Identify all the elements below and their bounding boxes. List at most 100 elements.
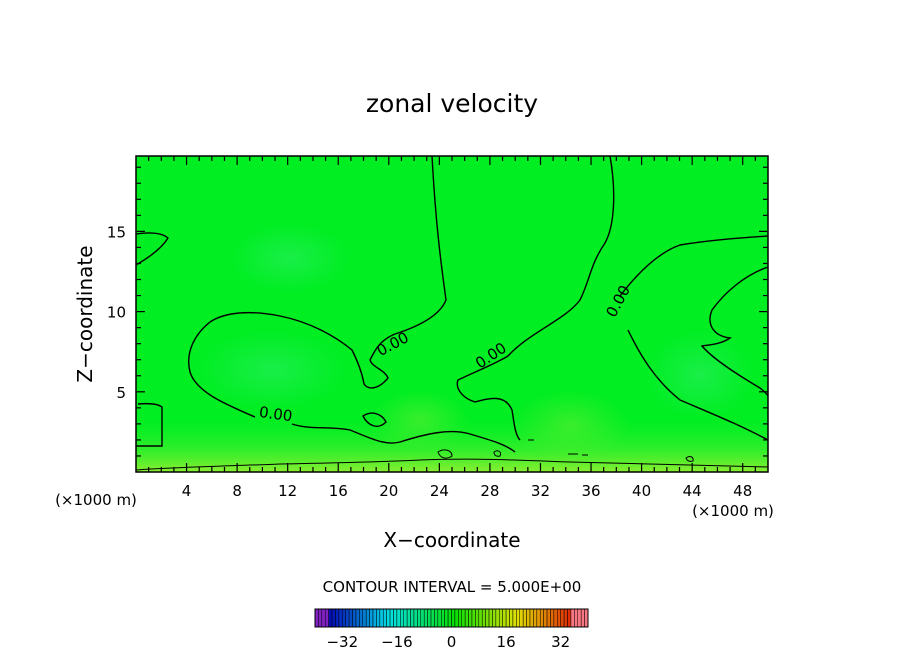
colorbar-labels: −32 −16 0 16 32 — [326, 633, 570, 651]
colorbar-cell — [365, 608, 370, 628]
colorbar-cell — [577, 608, 582, 628]
colorbar-cell — [529, 608, 534, 628]
shade-patch — [230, 223, 350, 293]
contour-line — [291, 423, 516, 453]
colorbar-cell — [318, 608, 323, 628]
colorbar-cell — [420, 608, 425, 628]
contour-line — [188, 321, 256, 418]
contour-line — [685, 456, 694, 462]
colorbar-cell — [324, 608, 329, 628]
colorbar-cell — [574, 608, 579, 628]
colorbar-cell — [522, 608, 527, 628]
colorbar-cell — [372, 608, 377, 628]
y-axis-label: Z−coordinate — [73, 245, 97, 382]
colorbar-cell — [516, 608, 521, 628]
x-unit-right: (×1000 m) — [692, 502, 774, 520]
x-tick-label: 28 — [480, 482, 499, 500]
x-tick-label: 4 — [182, 482, 192, 500]
colorbar-cell — [444, 608, 449, 628]
x-axis-label: X−coordinate — [383, 528, 520, 552]
colorbar-cell — [348, 608, 353, 628]
colorbar-cell — [454, 608, 459, 628]
colorbar-cell — [499, 608, 503, 628]
colorbar-tick-label: −16 — [381, 633, 413, 651]
contour-line — [619, 235, 768, 297]
x-tick-label: 48 — [733, 482, 752, 500]
contour-line — [209, 156, 447, 389]
x-tick-label: 20 — [379, 482, 398, 500]
colorbar-cell — [492, 608, 497, 628]
shade-patch — [197, 330, 347, 410]
y-tick-labels: 5 10 15 — [107, 223, 126, 401]
colorbar-cell — [567, 608, 572, 628]
colorbar-cell — [475, 608, 480, 628]
colorbar-cell — [495, 608, 500, 628]
colorbar-cell — [376, 608, 381, 628]
colorbar-cell — [584, 608, 589, 628]
contour-line — [136, 232, 169, 266]
colorbar-cell — [342, 608, 346, 628]
contour-label: 0.00 — [258, 403, 294, 425]
colorbar-cell — [481, 608, 486, 628]
colorbar-cell — [512, 608, 517, 628]
colorbar-cell — [359, 608, 364, 628]
colorbar-cell — [441, 608, 445, 628]
chart-title: zonal velocity — [366, 89, 538, 118]
colorbar-cell — [403, 608, 408, 628]
contour-line — [456, 355, 521, 441]
colorbar-cell — [464, 608, 469, 628]
x-tick-label: 24 — [430, 482, 449, 500]
y-tick-label: 15 — [107, 223, 126, 241]
colorbar-cell — [458, 608, 462, 628]
colorbar-cell — [434, 608, 439, 628]
colorbar-cell — [509, 608, 514, 628]
colorbar-cell — [400, 608, 404, 628]
contour-line — [437, 449, 453, 459]
colorbar-cell — [393, 608, 398, 628]
colorbar-cell — [413, 608, 418, 628]
colorbar-cell — [423, 608, 428, 628]
colorbar-cell — [335, 608, 340, 628]
colorbar-cell — [539, 608, 544, 628]
x-unit-left: (×1000 m) — [55, 491, 137, 509]
colorbar-cell — [386, 608, 391, 628]
colorbar-cell — [383, 608, 387, 628]
colorbar-cell — [502, 608, 507, 628]
colorbar-cell — [533, 608, 538, 628]
axis-ticks — [136, 156, 768, 472]
colorbar-cell — [352, 608, 357, 628]
contour-line — [362, 412, 387, 427]
colorbar-cell — [526, 608, 531, 628]
colorbar-cell — [451, 608, 456, 628]
colorbar-cell — [543, 608, 548, 628]
x-tick-label: 40 — [632, 482, 651, 500]
colorbar-cell — [546, 608, 551, 628]
colorbar-cell — [430, 608, 435, 628]
contour-line — [493, 450, 501, 457]
colorbar-cell — [488, 608, 493, 628]
colorbar-cell — [379, 608, 384, 628]
colorbar-cell — [328, 608, 333, 628]
shade-bottom — [136, 420, 768, 472]
colorbar-cell — [519, 608, 524, 628]
colorbar-cell — [478, 608, 483, 628]
x-tick-label: 32 — [531, 482, 550, 500]
colorbar-cell — [553, 608, 558, 628]
colorbar-cell — [389, 608, 394, 628]
field-shading — [136, 223, 768, 472]
colorbar-cell — [321, 608, 326, 628]
x-tick-label: 8 — [232, 482, 242, 500]
contour-line — [700, 266, 768, 397]
colorbar-cell — [550, 608, 555, 628]
colorbar-cell — [560, 608, 565, 628]
colorbar-cell — [362, 608, 367, 628]
contour-line — [136, 402, 163, 447]
contour-line — [507, 156, 615, 357]
plot-area: 0.000.00 0.000.00 — [135, 155, 769, 473]
colorbar-cell — [345, 608, 350, 628]
colorbar-tick-label: 16 — [497, 633, 516, 651]
colorbar-cell — [437, 608, 442, 628]
colorbar-cell — [369, 608, 374, 628]
colorbar-cell — [314, 608, 319, 628]
